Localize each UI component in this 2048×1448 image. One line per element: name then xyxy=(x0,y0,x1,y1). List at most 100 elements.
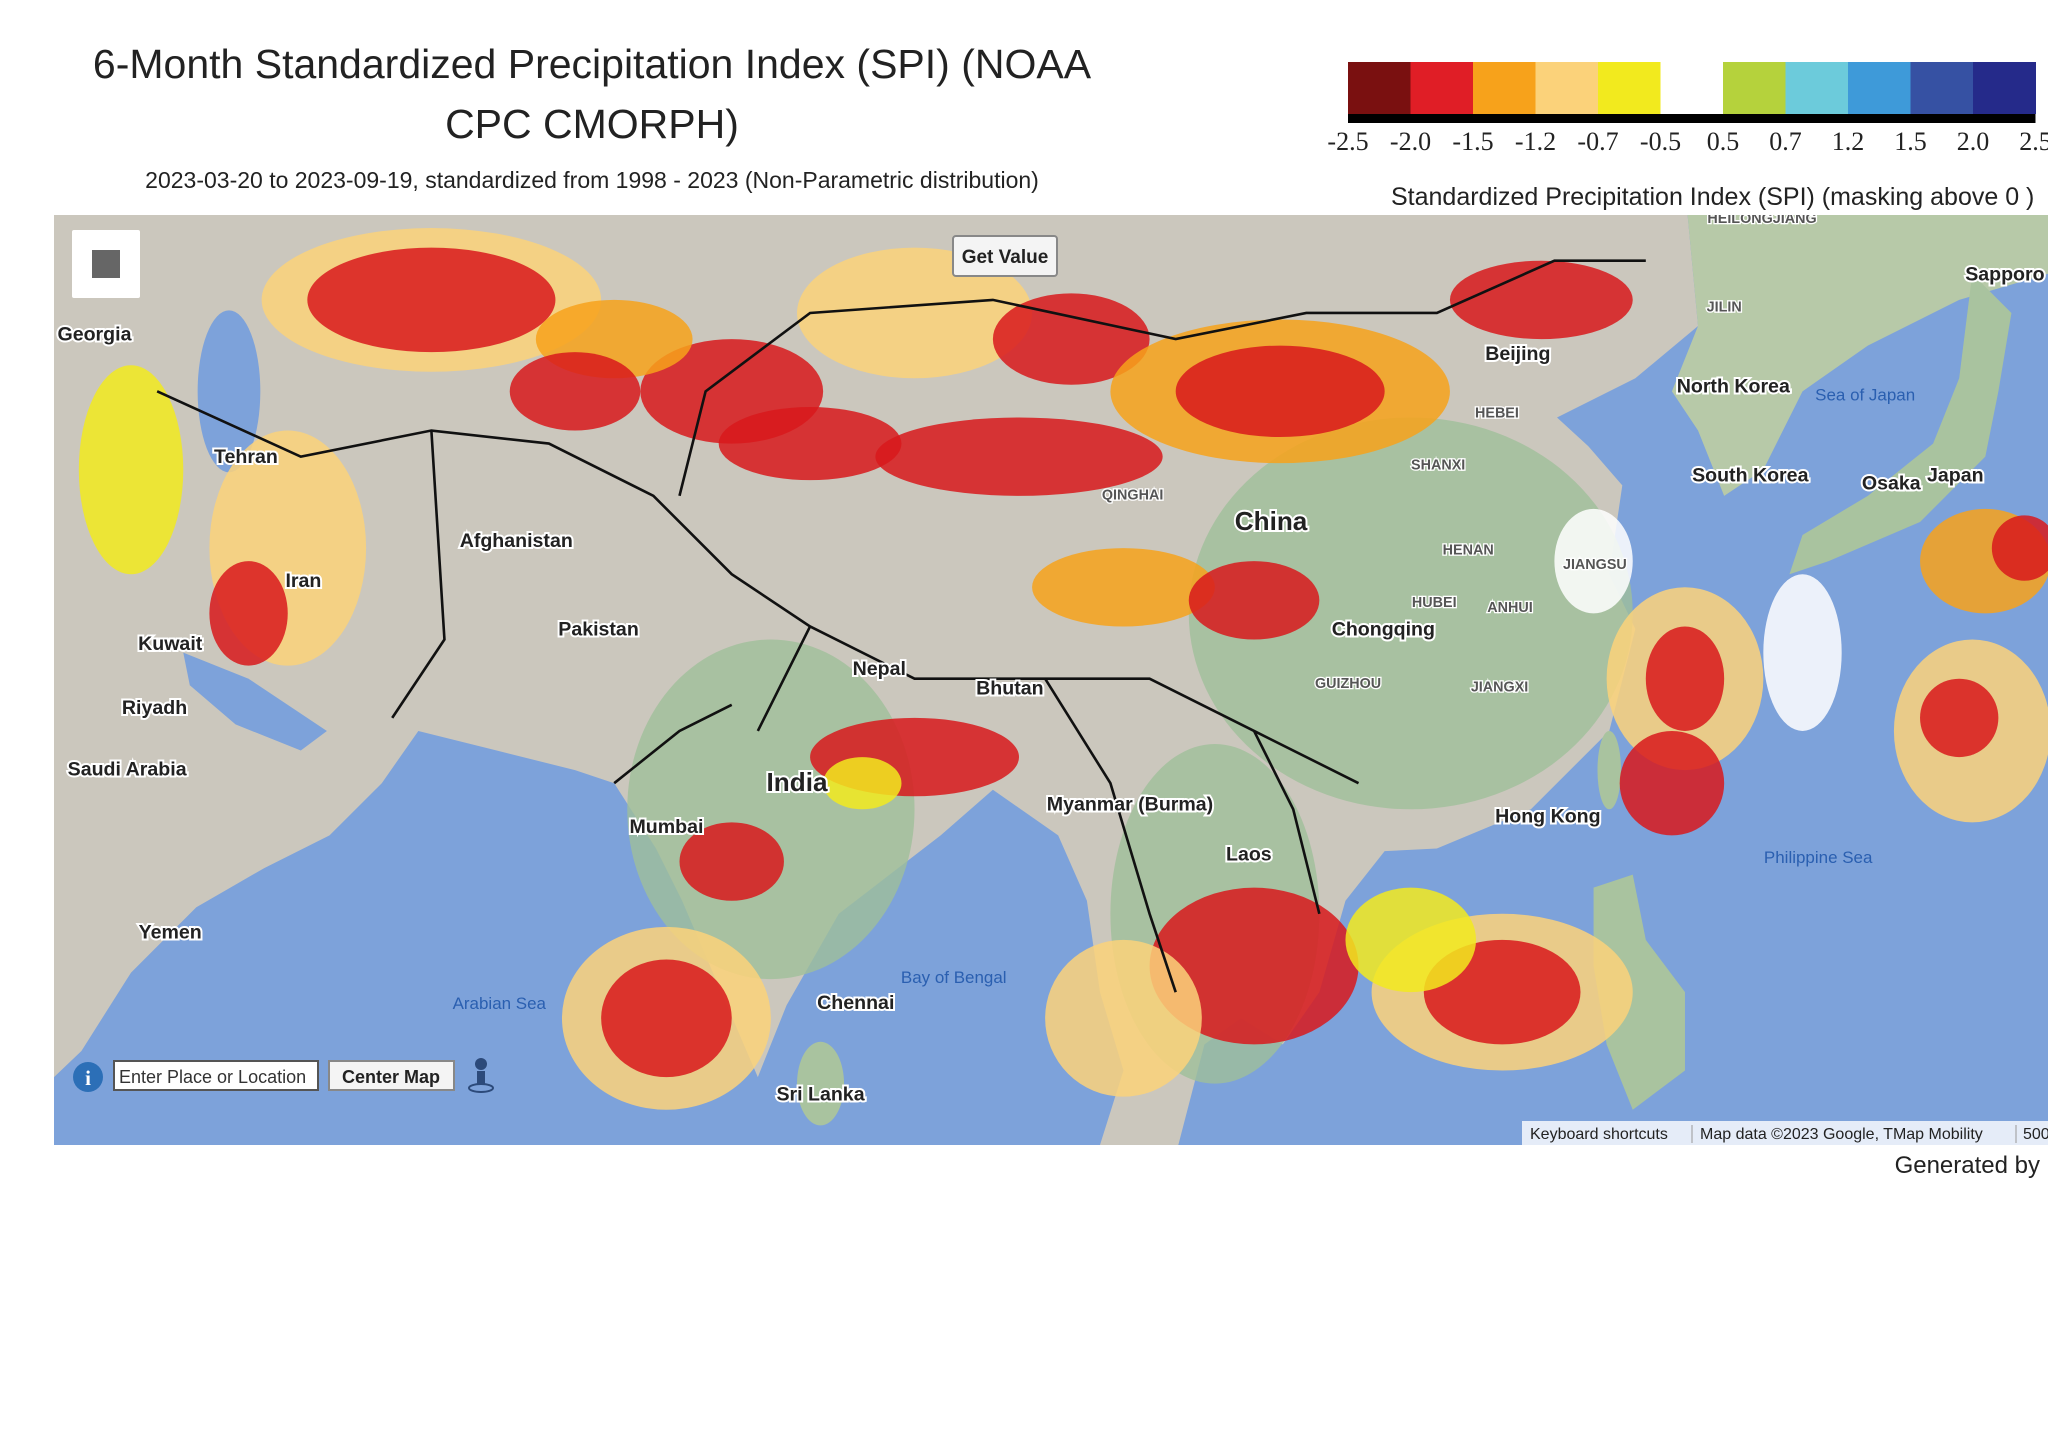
place-label: Iran xyxy=(285,570,321,592)
spi-cell xyxy=(307,247,556,353)
legend-swatch xyxy=(1598,62,1661,114)
sea-label: Bay of Bengal xyxy=(901,968,1007,987)
borders xyxy=(156,259,1646,993)
spi-cell xyxy=(1645,626,1725,731)
legend-tick-label: -2.5 xyxy=(1327,127,1368,156)
spi-cell xyxy=(1920,678,1999,758)
province-label: HEILONGJIANG xyxy=(1707,211,1816,227)
get-value-button[interactable]: Get Value xyxy=(952,235,1058,277)
subtitle: 2023-03-20 to 2023-09-19, standardized f… xyxy=(145,167,1039,193)
spi-cell xyxy=(78,365,184,575)
place-label: Beijing xyxy=(1485,343,1550,365)
persian-gulf xyxy=(183,652,327,751)
placeholder: Enter Place or Location xyxy=(119,1067,306,1087)
place-label: Nepal xyxy=(853,658,906,680)
spi-cell xyxy=(1345,887,1477,993)
spi-cell xyxy=(1449,260,1633,340)
pegman[interactable] xyxy=(468,1058,494,1093)
place-label: Tehran xyxy=(214,446,278,468)
legend-tick-label: 2.5 xyxy=(2019,127,2048,156)
legend-tick-label: -0.5 xyxy=(1640,127,1681,156)
province-label: HENAN xyxy=(1443,543,1494,559)
spi-cell xyxy=(797,247,1033,379)
province-label: HUBEI xyxy=(1412,595,1457,611)
place-label: Chongqing xyxy=(1332,619,1435,641)
place-label: Hong Kong xyxy=(1495,805,1600,827)
button-label: Get Value xyxy=(962,247,1049,268)
fullscreen-button[interactable] xyxy=(72,230,140,298)
legend-title: Standardized Precipitation Index (SPI) (… xyxy=(1391,183,2034,211)
japan xyxy=(1789,273,2012,575)
legend-tick-label: 2.0 xyxy=(1957,127,1990,156)
place-label: South Korea xyxy=(1692,464,1809,486)
province-label: HEBEI xyxy=(1475,405,1519,421)
spi-cell xyxy=(1619,730,1725,836)
search-input[interactable]: Enter Place or Location xyxy=(113,1060,319,1091)
map-data: Map data ©2023 Google, TMap Mobility xyxy=(1700,1126,1983,1143)
attribution: Keyboard shortcuts Map data ©2023 Google… xyxy=(1522,1121,2048,1145)
spi-cell xyxy=(992,293,1150,385)
legend-tick-label: -2.0 xyxy=(1390,127,1431,156)
province-label: SHANXI xyxy=(1411,458,1465,474)
spi-cell xyxy=(1554,508,1633,614)
legend-swatch xyxy=(1348,62,1411,114)
legend-swatch xyxy=(1660,62,1724,114)
place-label: India xyxy=(767,767,828,797)
sea-label: Philippine Sea xyxy=(1764,848,1873,867)
spi-cell xyxy=(1991,515,2048,581)
svg-text:i: i xyxy=(85,1066,91,1090)
legend-swatch xyxy=(1723,62,1786,114)
legend-swatch xyxy=(1410,62,1474,114)
legend-tick-label: -1.5 xyxy=(1452,127,1493,156)
spi-cell xyxy=(1045,939,1202,1097)
spi-cell xyxy=(1188,561,1320,640)
place-label: Sapporo xyxy=(1965,263,2044,285)
footer: Generated by xyxy=(1895,1152,2040,1179)
spi-cell xyxy=(209,561,288,666)
sea-label: Arabian Sea xyxy=(453,994,547,1013)
province-label: JIANGXI xyxy=(1471,680,1528,696)
info-icon[interactable]: i xyxy=(73,1062,103,1092)
legend-tick-label: 0.7 xyxy=(1769,127,1802,156)
place-label: North Korea xyxy=(1677,376,1791,398)
legend-swatch xyxy=(1785,62,1849,114)
place-label: China xyxy=(1235,506,1308,536)
place-label: Kuwait xyxy=(138,633,203,655)
province-label: JIANGSU xyxy=(1563,557,1627,573)
vegetation xyxy=(627,639,915,980)
province-label: JILIN xyxy=(1707,300,1742,316)
legend-tick-label: -0.7 xyxy=(1577,127,1618,156)
province-label: GUIZHOU xyxy=(1315,676,1381,692)
button-label: Center Map xyxy=(342,1067,440,1087)
place-label: Pakistan xyxy=(558,619,639,641)
taiwan xyxy=(1597,730,1621,810)
center-map-button[interactable]: Center Map xyxy=(328,1060,455,1091)
legend-swatch xyxy=(1848,62,1911,114)
legend-tick-label: 0.5 xyxy=(1707,127,1740,156)
spi-cell xyxy=(679,822,784,901)
place-label: Riyadh xyxy=(122,697,187,719)
spi-cell xyxy=(875,417,1163,496)
spi-cell xyxy=(1149,887,1359,1045)
spi-cell xyxy=(823,757,902,810)
legend-baseline xyxy=(1348,114,2036,123)
province-label: ANHUI xyxy=(1487,600,1532,616)
sea-label: Sea of Japan xyxy=(1815,385,1915,404)
province-label: QINGHAI xyxy=(1102,488,1163,504)
legend-tick-label: -1.2 xyxy=(1515,127,1556,156)
legend-swatch xyxy=(1535,62,1599,114)
spi-cell xyxy=(1763,574,1842,731)
legend-tick-label: 1.5 xyxy=(1894,127,1927,156)
map[interactable]: Georgia Tehran Afghanistan Iran Kuwait Riyadh… xyxy=(54,211,2048,1145)
philippines xyxy=(1593,874,1685,1110)
land-north-east xyxy=(1671,215,2048,496)
spi-overlay xyxy=(78,228,2048,1110)
place-label: Mumbai xyxy=(629,816,703,838)
place-label: Afghanistan xyxy=(460,530,573,552)
title: 6-Month Standardized Precipitation Index… xyxy=(93,41,1092,87)
spi-cell xyxy=(718,407,902,481)
keyboard-shortcuts[interactable]: Keyboard shortcuts xyxy=(1530,1126,1668,1143)
place-label: Saudi Arabia xyxy=(68,758,188,780)
